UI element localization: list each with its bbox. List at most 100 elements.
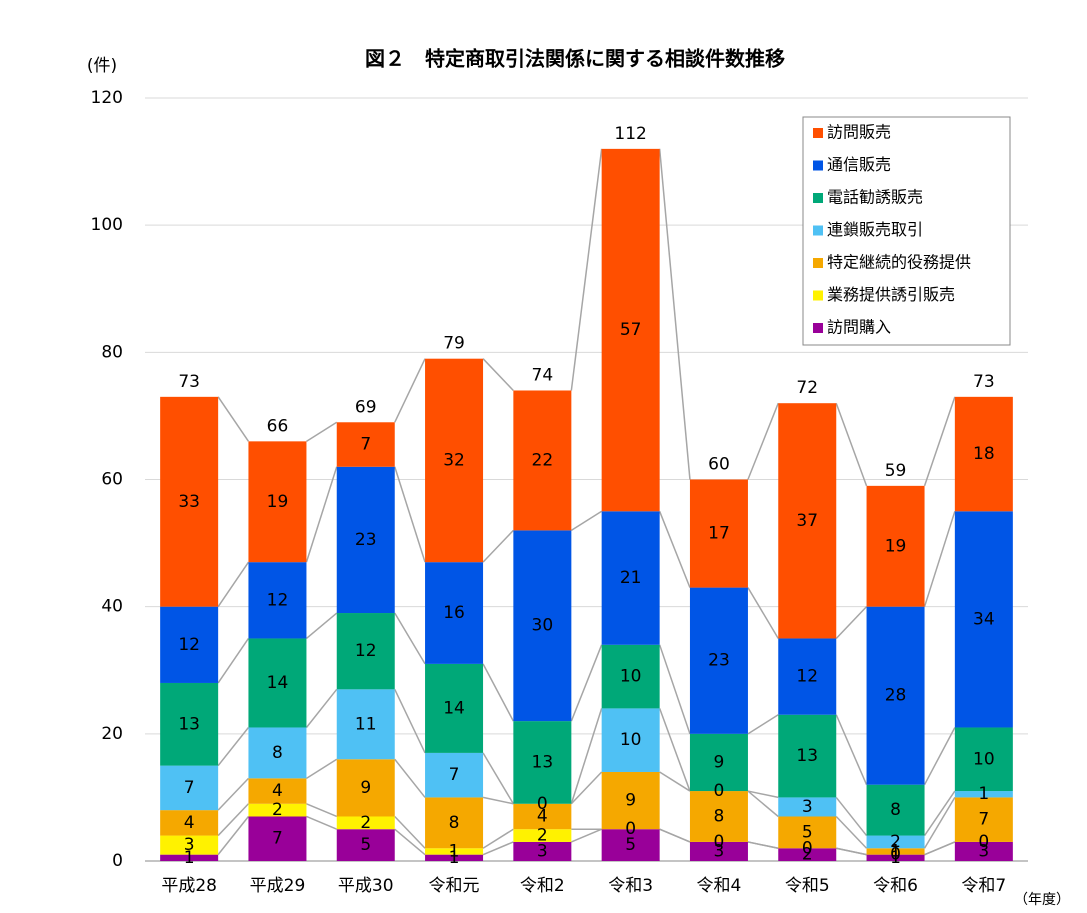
bar-segment — [601, 708, 660, 772]
data-label: 2 — [890, 832, 901, 852]
data-label: 8 — [449, 813, 460, 833]
total-label: 60 — [708, 455, 730, 475]
legend-label: 訪問販売 — [827, 123, 891, 142]
data-label: 2 — [360, 813, 371, 833]
connector-line — [394, 612, 426, 665]
legend-label: 連鎖販売取引 — [827, 220, 923, 239]
legend-label: 通信販売 — [827, 155, 891, 174]
data-label: 1 — [449, 841, 460, 861]
data-label: 4 — [184, 813, 195, 833]
data-label: 0 — [802, 838, 813, 858]
connector-line — [835, 714, 868, 785]
data-label: 8 — [714, 806, 725, 826]
connector-line — [659, 771, 691, 792]
data-label: 3 — [184, 835, 195, 855]
y-unit: (件) — [87, 56, 117, 76]
bar-segment — [513, 721, 572, 804]
connectors — [217, 148, 956, 856]
bar-segment — [425, 752, 484, 798]
data-label: 14 — [267, 673, 289, 693]
total-label: 73 — [178, 372, 200, 392]
data-label: 12 — [355, 641, 377, 661]
bars — [160, 148, 1013, 861]
x-tick-label: 平成28 — [161, 876, 217, 896]
legend-swatch — [813, 160, 823, 171]
bar-segment — [336, 422, 395, 467]
connector-line — [394, 758, 426, 798]
connector-line — [747, 402, 779, 480]
data-label: 10 — [973, 749, 995, 769]
bar-segment — [689, 733, 748, 792]
data-label: 13 — [532, 752, 554, 772]
total-label: 79 — [443, 334, 465, 354]
x-tick-label: 令和2 — [520, 876, 565, 896]
bar-segment — [160, 835, 219, 855]
data-label: 13 — [796, 746, 818, 766]
connector-line — [747, 714, 779, 735]
bar-segment — [513, 829, 572, 842]
connector-line — [482, 358, 514, 392]
bar-segment — [689, 791, 748, 842]
connector-line — [658, 148, 691, 480]
connector-line — [217, 727, 250, 767]
data-label: 8 — [272, 743, 283, 763]
bar-segment — [248, 816, 307, 861]
data-label: 0 — [714, 781, 725, 801]
connector-line — [482, 529, 514, 563]
data-label: 1 — [449, 848, 460, 868]
data-label: 28 — [885, 686, 907, 706]
connector-line — [305, 612, 338, 640]
legend-swatch — [813, 128, 823, 138]
total-label: 69 — [355, 397, 377, 417]
data-label: 4 — [272, 781, 283, 801]
connector-line — [658, 708, 691, 792]
connector-line — [923, 511, 956, 607]
data-label: 4 — [537, 806, 548, 826]
bar-segment — [425, 854, 484, 861]
bar-segment — [336, 816, 395, 830]
bar-segment — [866, 854, 925, 861]
data-label: 7 — [978, 810, 989, 830]
data-label: 1 — [890, 841, 901, 861]
total-label: 59 — [885, 461, 907, 481]
bar-segment — [866, 835, 925, 849]
data-label: 3 — [537, 841, 548, 861]
bar-segment — [248, 441, 307, 563]
data-label: 8 — [890, 800, 901, 820]
data-label: 37 — [796, 511, 818, 531]
data-label: 10 — [620, 667, 642, 687]
bar-segment — [160, 682, 219, 766]
connector-line — [482, 752, 514, 805]
bar-segment — [689, 479, 748, 588]
connector-line — [659, 828, 691, 843]
x-unit: （年度） — [1014, 892, 1070, 908]
connector-line — [835, 796, 868, 837]
bar-segment — [778, 816, 837, 849]
connector-line — [658, 511, 691, 588]
connector-line — [217, 561, 250, 608]
data-label: 12 — [178, 635, 200, 655]
bar-segment — [248, 562, 307, 639]
bar-segment — [866, 606, 925, 785]
chart-title: 図２ 特定商取引法関係に関する相談件数推移 — [365, 47, 785, 71]
data-label: 57 — [620, 320, 642, 340]
data-label: 3 — [802, 797, 813, 817]
connector-line — [835, 815, 868, 849]
connector-line — [482, 841, 514, 856]
bar-segment — [336, 759, 395, 817]
connector-line — [747, 790, 779, 818]
connector-line — [835, 402, 868, 487]
bar-segment — [425, 358, 484, 563]
connector-line — [923, 797, 956, 849]
data-label: 0 — [890, 845, 901, 865]
legend-label: 訪問購入 — [827, 318, 891, 337]
legend-box — [802, 116, 1011, 346]
y-tick-label: 80 — [101, 342, 123, 362]
data-label: 18 — [973, 444, 995, 464]
connector-line — [923, 727, 956, 786]
bar-segment — [160, 765, 219, 811]
connector-line — [394, 815, 426, 849]
bar-segment — [425, 663, 484, 753]
y-tick-label: 60 — [101, 470, 123, 490]
connector-line — [924, 841, 956, 856]
